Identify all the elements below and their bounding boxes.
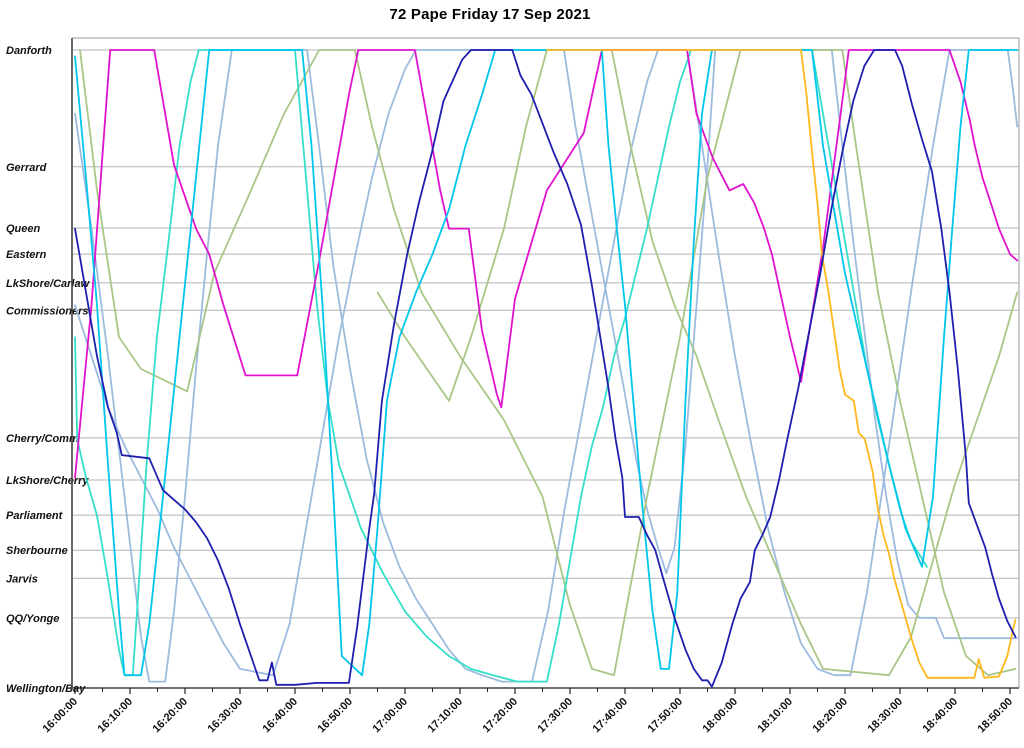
series-vehicle-navy — [74, 49, 1017, 688]
y-axis-label: Queen — [6, 223, 41, 235]
y-axis-label: LkShore/Cherry — [6, 475, 89, 487]
chart-title: 72 Pape Friday 17 Sep 2021 — [389, 6, 591, 23]
series-vehicle-cyan — [74, 49, 1019, 677]
x-axis-tick-label: 16:10:00 — [95, 696, 135, 736]
series-vehicle-green-1 — [79, 49, 1017, 677]
x-axis-tick-label: 18:00:00 — [700, 696, 740, 736]
x-axis-tick-label: 16:40:00 — [260, 696, 300, 736]
x-axis-tick-label: 18:40:00 — [920, 696, 960, 736]
series-vehicle-orange — [546, 49, 1017, 679]
x-axis-tick-label: 17:00:00 — [370, 696, 410, 736]
y-axis-label: Commissioners — [6, 305, 89, 317]
y-axis-label: LkShore/Carlaw — [6, 278, 91, 290]
x-axis-tick-label: 16:50:00 — [315, 696, 355, 736]
series-vehicle-turquoise — [74, 49, 928, 683]
y-axis-label: Cherry/Comm — [6, 433, 79, 445]
y-axis-label: Sherbourne — [6, 545, 68, 557]
x-axis-tick-label: 18:20:00 — [810, 696, 850, 736]
y-axis-label: Eastern — [6, 249, 47, 261]
y-axis-label: Parliament — [6, 510, 64, 522]
x-axis-tick-label: 17:40:00 — [590, 696, 630, 736]
y-axis-label: QQ/Yonge — [6, 613, 59, 625]
series-vehicle-lightblue-2 — [74, 49, 1019, 677]
x-axis-tick-label: 17:50:00 — [645, 696, 685, 736]
x-axis-tick-label: 17:10:00 — [425, 696, 465, 736]
y-axis-label: Gerrard — [6, 162, 47, 174]
series-vehicle-lightblue-1 — [74, 49, 1019, 683]
x-axis-tick-label: 18:30:00 — [865, 696, 905, 736]
x-axis-tick-label: 18:50:00 — [975, 696, 1015, 736]
x-axis-tick-label: 16:00:00 — [40, 696, 80, 736]
x-axis-tick-label: 17:30:00 — [535, 696, 575, 736]
series-vehicle-magenta — [74, 49, 1019, 479]
x-axis-tick-label: 18:10:00 — [755, 696, 795, 736]
y-axis-label: Wellington/Bay — [6, 683, 86, 695]
y-axis-label: Jarvis — [6, 573, 38, 585]
y-axis-label: Danforth — [6, 45, 52, 57]
x-axis-tick-label: 17:20:00 — [480, 696, 520, 736]
series-vehicle-green-2 — [376, 49, 1019, 677]
x-axis-tick-label: 16:20:00 — [150, 696, 190, 736]
x-axis-tick-label: 16:30:00 — [205, 696, 245, 736]
